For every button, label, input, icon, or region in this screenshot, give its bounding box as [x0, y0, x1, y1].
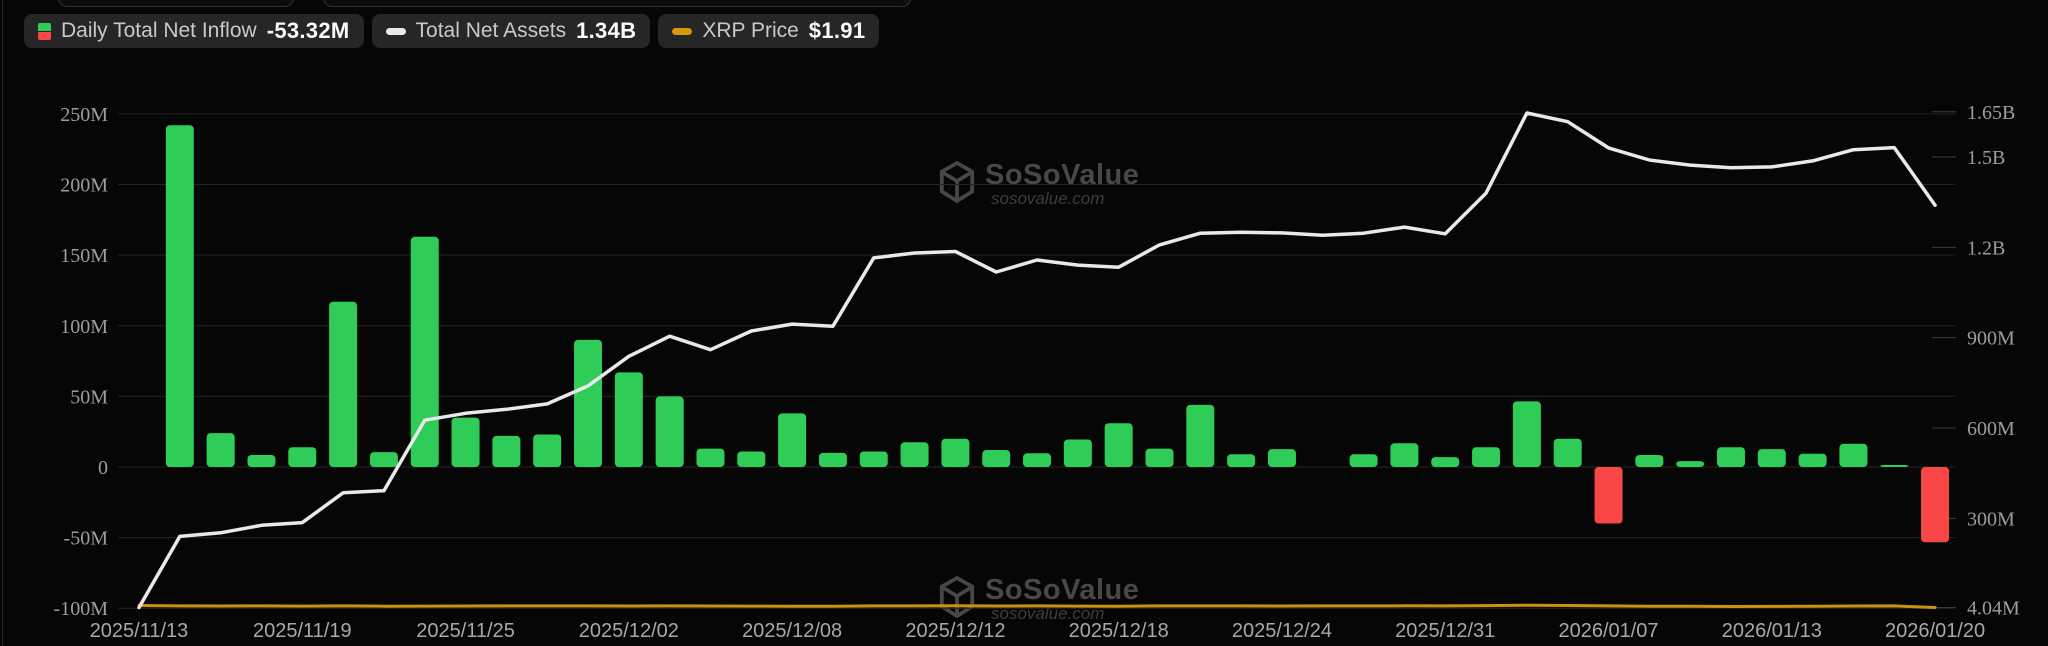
inflow-bar[interactable]	[900, 442, 929, 467]
inflow-bar[interactable]	[818, 452, 847, 467]
inflow-bar[interactable]	[1145, 448, 1174, 467]
inflow-bar[interactable]	[778, 413, 807, 467]
inflow-bar[interactable]	[206, 433, 235, 467]
legend-value: 1.34B	[576, 18, 637, 43]
x-axis-label: 2025/12/24	[1232, 620, 1332, 642]
inflow-bar[interactable]	[288, 447, 317, 467]
inflow-bar[interactable]	[1921, 467, 1950, 543]
inflow-bar[interactable]	[982, 450, 1011, 467]
legend-label: XRP Price	[702, 19, 799, 42]
x-axis-label: 2026/01/13	[1722, 620, 1822, 642]
legend-item-total-net-assets[interactable]: Total Net Assets 1.34B	[371, 14, 651, 48]
inflow-bar[interactable]	[1757, 449, 1786, 467]
inflow-bar[interactable]	[1512, 401, 1541, 467]
legend-value: -53.32M	[266, 18, 350, 43]
inflow-bar[interactable]	[451, 417, 480, 467]
legend-item-daily-net-inflow[interactable]: Daily Total Net Inflow -53.32M	[24, 14, 364, 48]
inflow-bar[interactable]	[1349, 454, 1378, 467]
chart-legend: Daily Total Net Inflow -53.32M Total Net…	[24, 14, 880, 48]
xrp-price-line[interactable]	[137, 603, 1937, 609]
inflow-bar[interactable]	[1716, 447, 1745, 467]
net-assets-line[interactable]	[137, 111, 1937, 610]
inflow-bar[interactable]	[1227, 454, 1256, 467]
inflow-bar[interactable]	[492, 435, 521, 467]
inflow-bar[interactable]	[574, 339, 603, 467]
inflow-bar[interactable]	[1880, 465, 1909, 467]
inflow-bar[interactable]	[369, 452, 398, 467]
inflow-bar[interactable]	[1594, 467, 1623, 524]
left-axis-label: -100M	[54, 598, 109, 620]
inflow-bar[interactable]	[1553, 438, 1582, 467]
right-axis-label: 1.5B	[1967, 147, 2005, 169]
inflow-bar[interactable]	[1390, 443, 1419, 467]
inflow-bar[interactable]	[655, 396, 684, 467]
inflow-bar[interactable]	[941, 438, 970, 467]
x-axis-label: 2025/12/02	[579, 620, 679, 642]
inflow-bar[interactable]	[533, 434, 562, 467]
left-edge-divider	[2, 0, 3, 646]
inflow-bar[interactable]	[1267, 449, 1296, 467]
inflow-bar[interactable]	[737, 451, 766, 467]
left-axis-label: 100M	[60, 316, 108, 338]
inflow-bar[interactable]	[1798, 453, 1827, 467]
x-axis-label: 2026/01/07	[1558, 620, 1658, 642]
inflow-bar[interactable]	[1839, 443, 1868, 467]
right-axis-label: 4.04M	[1967, 598, 2020, 620]
right-axis-label: 600M	[1967, 418, 2015, 440]
inflow-bar[interactable]	[247, 454, 276, 467]
legend-value: $1.91	[808, 18, 866, 43]
inflow-bar[interactable]	[1063, 439, 1092, 467]
left-axis-label: 0	[98, 457, 108, 479]
left-axis-label: 150M	[60, 245, 108, 267]
inflow-bar[interactable]	[329, 301, 358, 467]
right-axis-label: 1.65B	[1967, 102, 2015, 124]
right-axis-label: 900M	[1967, 328, 2015, 350]
left-axis-label: 50M	[70, 386, 108, 408]
x-axis-label: 2025/12/31	[1395, 620, 1495, 642]
inflow-bar[interactable]	[1431, 457, 1460, 467]
x-axis-label: 2025/12/18	[1069, 620, 1169, 642]
left-axis-label: -50M	[64, 528, 109, 550]
inflow-bar[interactable]	[1104, 423, 1133, 467]
white-line-icon	[385, 27, 406, 35]
inflow-bar[interactable]	[410, 236, 439, 467]
inflow-bar[interactable]	[1186, 404, 1215, 467]
inflow-bar[interactable]	[1023, 453, 1052, 467]
x-axis-label: 2026/01/20	[1885, 620, 1985, 642]
legend-label: Daily Total Net Inflow	[61, 19, 257, 42]
x-axis-label: 2025/12/08	[742, 620, 842, 642]
inflow-bar[interactable]	[614, 372, 643, 467]
legend-label: Total Net Assets	[415, 19, 567, 42]
right-axis-label: 300M	[1967, 508, 2015, 530]
legend-item-xrp-price[interactable]: XRP Price $1.91	[658, 14, 880, 48]
green-red-bar-icon	[38, 22, 51, 40]
inflow-bar[interactable]	[1676, 461, 1705, 467]
right-axis-label: 1.2B	[1967, 237, 2005, 259]
left-axis-label: 250M	[60, 104, 108, 126]
inflow-bar[interactable]	[1635, 454, 1664, 467]
orange-line-icon	[672, 27, 693, 35]
x-axis-label: 2025/11/25	[416, 620, 515, 642]
x-axis-label: 2025/11/13	[90, 620, 189, 642]
inflow-bar[interactable]	[165, 125, 194, 467]
inflow-bar[interactable]	[859, 451, 888, 467]
x-axis-label: 2025/11/19	[253, 620, 352, 642]
inflow-bar[interactable]	[1472, 447, 1501, 467]
left-axis-label: 200M	[60, 175, 108, 197]
x-axis-label: 2025/12/12	[905, 620, 1005, 642]
inflow-bar[interactable]	[696, 448, 725, 467]
